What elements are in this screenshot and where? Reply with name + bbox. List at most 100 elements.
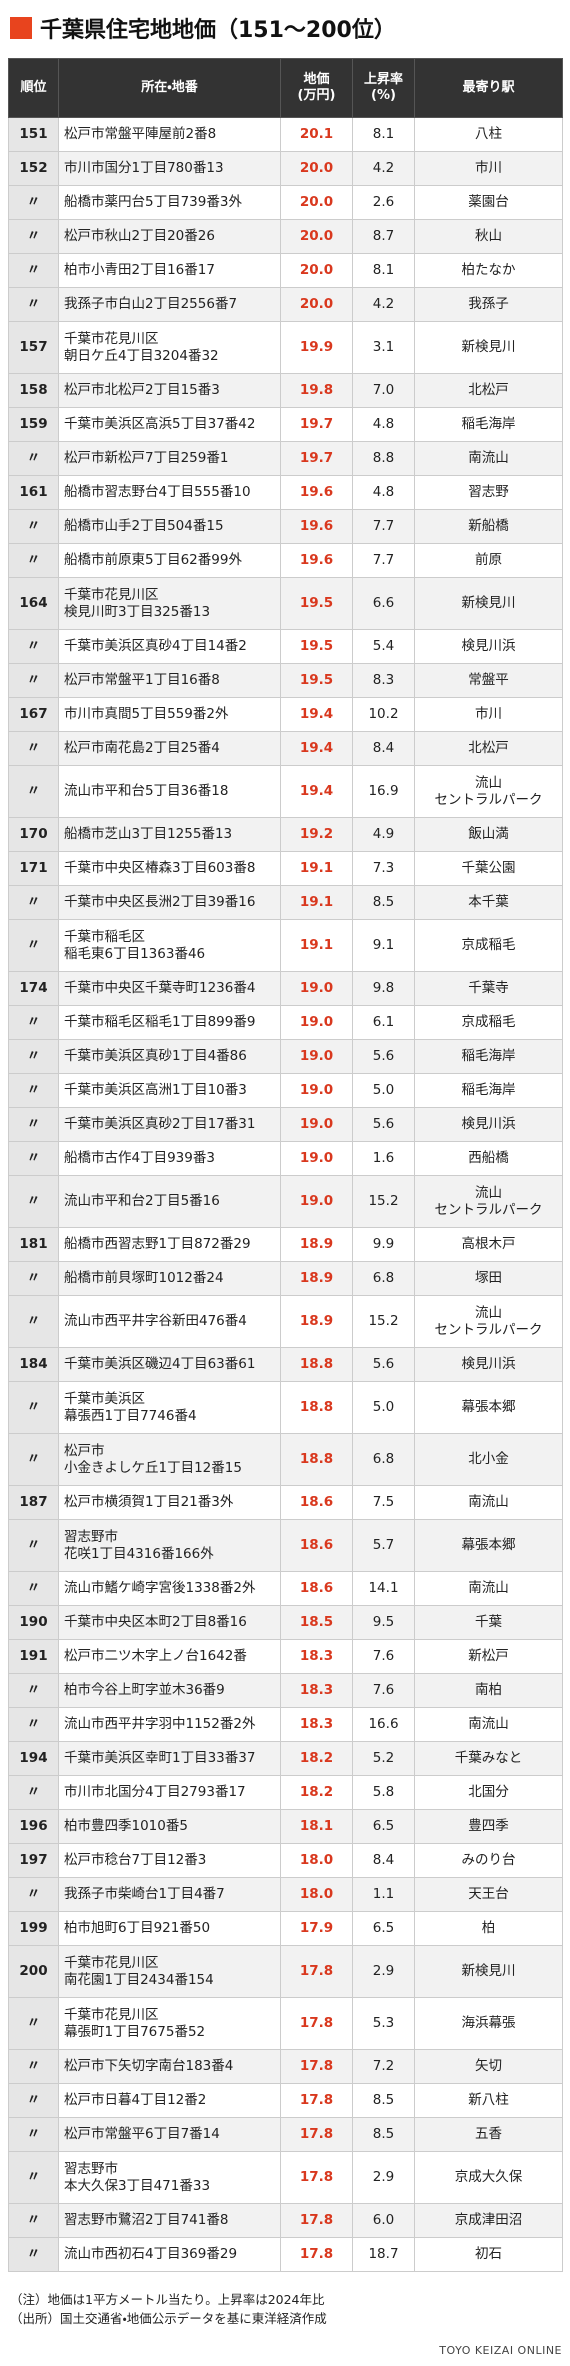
address-cell: 千葉市美浜区真砂4丁目14番2 — [58, 629, 281, 664]
column-header: 順位 — [8, 58, 59, 118]
table-row: 〃千葉市美浜区 幕張西1丁目7746番4 18.8 5.0 幕張本郷 — [8, 1381, 563, 1434]
rate-cell: 8.8 — [352, 441, 415, 476]
table-row: 〃松戸市新松戸7丁目259番1 19.7 8.8 南流山 — [8, 441, 563, 476]
table-row: 〃松戸市常盤平1丁目16番8 19.5 8.3 常盤平 — [8, 663, 563, 698]
table-row: 174 千葉市中央区千葉寺町1236番4 19.0 9.8 千葉寺 — [8, 971, 563, 1006]
rank-cell: 〃 — [8, 253, 59, 288]
address-cell: 松戸市南花島2丁目25番4 — [58, 731, 281, 766]
address-cell: 千葉市花見川区 朝日ケ丘4丁目3204番32 — [58, 321, 281, 374]
table-row: 〃流山市西平井字谷新田476番4 18.9 15.2 流山 セントラルパーク — [8, 1295, 563, 1348]
rank-cell: 171 — [8, 851, 59, 886]
price-cell: 19.0 — [280, 971, 353, 1006]
price-cell: 19.5 — [280, 629, 353, 664]
rank-cell: 〃 — [8, 1519, 59, 1572]
rank-cell: 〃 — [8, 287, 59, 322]
station-cell: 北小金 — [414, 1433, 563, 1486]
rank-cell: 〃 — [8, 2203, 59, 2238]
station-cell: 北国分 — [414, 1775, 563, 1810]
price-cell: 20.0 — [280, 287, 353, 322]
credit: TOYO KEIZAI ONLINE — [439, 2344, 562, 2357]
address-cell: 千葉市中央区本町2丁目8番16 — [58, 1605, 281, 1640]
note: （注）地価は1平方メートル当たり。上昇率は2024年比 — [10, 2292, 325, 2307]
address-cell: 千葉市稲毛区 稲毛東6丁目1363番46 — [58, 919, 281, 972]
table-row: 190 千葉市中央区本町2丁目8番16 18.5 9.5 千葉 — [8, 1605, 563, 1640]
address-cell: 柏市豊四季1010番5 — [58, 1809, 281, 1844]
rank-cell: 〃 — [8, 663, 59, 698]
table-row: 〃千葉市中央区長洲2丁目39番16 19.1 8.5 本千葉 — [8, 885, 563, 920]
rate-cell: 4.8 — [352, 475, 415, 510]
table-row: 〃船橋市薬円台5丁目739番3外 20.0 2.6 薬園台 — [8, 185, 563, 220]
rank-cell: 157 — [8, 321, 59, 374]
station-cell: 豊四季 — [414, 1809, 563, 1844]
rate-cell: 14.1 — [352, 1571, 415, 1606]
rate-cell: 16.6 — [352, 1707, 415, 1742]
rate-cell: 4.8 — [352, 407, 415, 442]
price-cell: 19.6 — [280, 543, 353, 578]
rate-cell: 7.2 — [352, 2049, 415, 2084]
table-row: 200 千葉市花見川区 南花園1丁目2434番154 17.8 2.9 新検見川 — [8, 1945, 563, 1998]
address-cell: 千葉市美浜区高浜5丁目37番42 — [58, 407, 281, 442]
price-cell: 17.8 — [280, 2203, 353, 2238]
rate-cell: 8.1 — [352, 117, 415, 152]
price-cell: 18.9 — [280, 1227, 353, 1262]
price-cell: 20.0 — [280, 151, 353, 186]
table-row: 〃流山市西初石4丁目369番29 17.8 18.7 初石 — [8, 2237, 563, 2272]
price-cell: 18.2 — [280, 1775, 353, 1810]
rate-cell: 9.1 — [352, 919, 415, 972]
station-cell: 南柏 — [414, 1673, 563, 1708]
price-cell: 18.0 — [280, 1877, 353, 1912]
address-cell: 松戸市二ツ木字上ノ台1642番 — [58, 1639, 281, 1674]
rank-cell: 〃 — [8, 1997, 59, 2050]
rank-cell: 〃 — [8, 1141, 59, 1176]
rank-cell: 〃 — [8, 509, 59, 544]
address-cell: 市川市北国分4丁目2793番17 — [58, 1775, 281, 1810]
table-row: 187 松戸市横須賀1丁目21番3外 18.6 7.5 南流山 — [8, 1485, 563, 1520]
price-cell: 19.7 — [280, 407, 353, 442]
station-cell: 市川 — [414, 697, 563, 732]
rate-cell: 6.8 — [352, 1261, 415, 1296]
price-cell: 18.6 — [280, 1571, 353, 1606]
source: （出所）国土交通省・地価公示データを基に東洋経済作成 — [10, 2311, 327, 2326]
table-row: 〃流山市鰭ケ崎字宮後1338番2外 18.6 14.1 南流山 — [8, 1571, 563, 1606]
rate-cell: 15.2 — [352, 1295, 415, 1348]
title: 千葉県住宅地地価（151〜200位） — [40, 18, 396, 43]
table-row: 〃柏市今谷上町字並木36番9 18.3 7.6 南柏 — [8, 1673, 563, 1708]
table-row: 〃千葉市美浜区真砂1丁目4番86 19.0 5.6 稲毛海岸 — [8, 1039, 563, 1074]
rate-cell: 7.7 — [352, 509, 415, 544]
table-row: 170 船橋市芝山3丁目1255番13 19.2 4.9 飯山満 — [8, 817, 563, 852]
price-cell: 18.3 — [280, 1707, 353, 1742]
address-cell: 流山市西初石4丁目369番29 — [58, 2237, 281, 2272]
rate-cell: 5.0 — [352, 1073, 415, 1108]
address-cell: 松戸市常盤平陣屋前2番8 — [58, 117, 281, 152]
address-cell: 松戸市北松戸2丁目15番3 — [58, 373, 281, 408]
station-cell: 習志野 — [414, 475, 563, 510]
price-cell: 19.0 — [280, 1107, 353, 1142]
table-row: 〃松戸市日暮4丁目12番2 17.8 8.5 新八柱 — [8, 2083, 563, 2118]
address-cell: 流山市鰭ケ崎字宮後1338番2外 — [58, 1571, 281, 1606]
rank-cell: 〃 — [8, 765, 59, 818]
price-cell: 17.8 — [280, 2049, 353, 2084]
address-cell: 市川市真間5丁目559番2外 — [58, 697, 281, 732]
address-cell: 船橋市古作4丁目939番3 — [58, 1141, 281, 1176]
station-cell: 南流山 — [414, 1571, 563, 1606]
rate-cell: 8.4 — [352, 1843, 415, 1878]
station-cell: 新船橋 — [414, 509, 563, 544]
rate-cell: 4.2 — [352, 151, 415, 186]
table-row: 〃松戸市南花島2丁目25番4 19.4 8.4 北松戸 — [8, 731, 563, 766]
price-cell: 18.3 — [280, 1673, 353, 1708]
address-cell: 千葉市美浜区幸町1丁目33番37 — [58, 1741, 281, 1776]
station-cell: 柏たなか — [414, 253, 563, 288]
rate-cell: 7.7 — [352, 543, 415, 578]
address-cell: 松戸市常盤平6丁目7番14 — [58, 2117, 281, 2152]
station-cell: 千葉寺 — [414, 971, 563, 1006]
address-cell: 船橋市前原東5丁目62番99外 — [58, 543, 281, 578]
rank-cell: 〃 — [8, 885, 59, 920]
address-cell: 習志野市鷺沼2丁目741番8 — [58, 2203, 281, 2238]
address-cell: 船橋市芝山3丁目1255番13 — [58, 817, 281, 852]
rank-cell: 〃 — [8, 1073, 59, 1108]
station-cell: 南流山 — [414, 1707, 563, 1742]
price-cell: 18.1 — [280, 1809, 353, 1844]
rate-cell: 7.6 — [352, 1673, 415, 1708]
header-row: 順位 所在・地番 地価 (万円) 上昇率 (%) 最寄り駅 — [8, 58, 563, 118]
rank-cell: 197 — [8, 1843, 59, 1878]
